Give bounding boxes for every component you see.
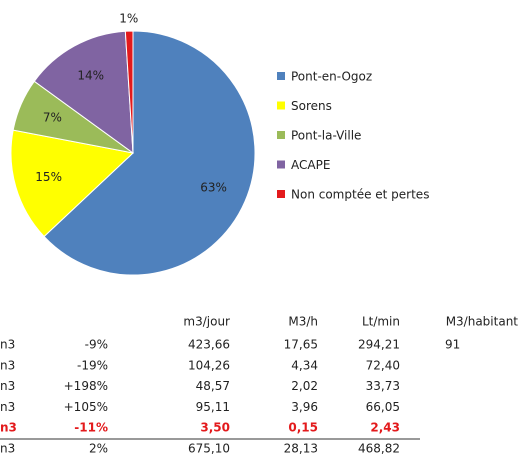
table-cell: -9% [85,338,108,352]
slice-label: 7% [43,111,62,125]
table-cell: +105% [64,400,108,414]
table-cell: n3 [0,442,15,456]
table-cell: 95,11 [196,400,230,414]
table-cell: 33,73 [366,379,400,393]
legend-swatch [277,101,285,110]
slice-label: 15% [35,170,62,184]
legend-swatch [277,72,285,80]
table-cell: 0,15 [288,421,318,435]
table-cell: 423,66 [188,338,230,352]
table-cell: -11% [74,421,108,435]
table-header: m3/jour [183,315,230,329]
pie-slice [10,129,135,238]
legend-label: Pont-en-Ogoz [291,70,372,84]
table-cell: 4,34 [291,358,318,372]
table-cell: +198% [64,379,108,393]
legend-label: Sorens [291,99,332,113]
table-cell: 91 [445,338,460,352]
legend-swatch [277,160,285,169]
legend-swatch [277,190,285,198]
table-cell: n3 [0,379,15,393]
table-header: M3/h [288,315,318,329]
table-cell: 3,50 [200,421,230,435]
table-cell: n3 [0,358,15,372]
table-cell: 72,40 [366,358,400,372]
table-cell: 3,96 [291,400,318,414]
table-header: Lt/min [362,315,400,329]
table-cell: 2,43 [370,421,400,435]
table-cell: n3 [0,338,15,352]
table-cell: 28,13 [284,442,318,456]
table-cell: 2% [89,442,108,456]
table-cell: 675,10 [188,442,230,456]
legend-swatch [277,131,285,139]
table-cell: 48,57 [196,379,230,393]
table-cell: 104,26 [188,358,230,372]
pie-slice [124,30,134,154]
table-cell: -19% [77,358,108,372]
table-cell: 2,02 [291,379,318,393]
legend-label: Non comptée et pertes [291,188,429,202]
slice-label: 1% [119,12,138,26]
table-cell: n3 [0,400,15,414]
legend-label: Pont-la-Ville [291,129,361,143]
table-header: M3/habitant [446,315,519,329]
pie-slice [43,30,256,276]
pie-slice [33,30,134,155]
slice-label: 63% [200,180,227,194]
table-cell: 468,82 [358,442,400,456]
table-cell: 66,05 [366,400,400,414]
table-cell: n3 [0,421,17,435]
table-cell: 17,65 [284,338,318,352]
legend-label: ACAPE [291,158,330,172]
slice-label: 14% [77,69,104,83]
table-cell: 294,21 [358,338,400,352]
